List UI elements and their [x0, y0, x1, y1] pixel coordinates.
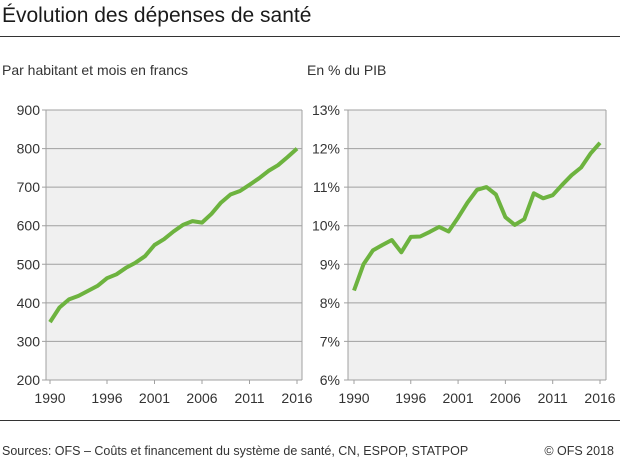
title-divider: [0, 36, 620, 37]
copyright: © OFS 2018: [544, 444, 614, 458]
right-y-tick-label: 13%: [312, 102, 340, 118]
left-plot-area: [46, 110, 302, 380]
right-y-tick-label: 11%: [313, 179, 340, 195]
right-x-tick-label: 1996: [395, 390, 426, 406]
right-y-tick-label: 6%: [320, 372, 340, 388]
right-y-tick-label: 7%: [320, 333, 340, 349]
right-plot-area: [348, 110, 606, 380]
right-y-tick-label: 9%: [320, 256, 340, 272]
left-y-tick-label: 800: [17, 141, 41, 157]
left-x-tick-label: 1996: [91, 390, 122, 406]
left-chart-subtitle: Par habitant et mois en francs: [2, 62, 188, 78]
right-chart-subtitle: En % du PIB: [307, 62, 387, 78]
left-x-tick-label: 2001: [139, 390, 170, 406]
right-x-tick-label: 2011: [538, 390, 568, 406]
right-y-tick-label: 12%: [312, 141, 340, 157]
left-x-tick-label: 1990: [34, 390, 65, 406]
right-x-tick-label: 2016: [584, 390, 615, 406]
left-y-tick-label: 600: [17, 218, 41, 234]
left-y-tick-label: 900: [17, 102, 41, 118]
right-x-tick-label: 2001: [442, 390, 473, 406]
left-x-tick-label: 2006: [186, 390, 217, 406]
source-note: Sources: OFS – Coûts et financement du s…: [2, 444, 469, 458]
chart-title: Évolution des dépenses de santé: [2, 4, 312, 27]
left-y-tick-label: 200: [17, 372, 41, 388]
right-x-tick-label: 2006: [490, 390, 521, 406]
right-y-tick-label: 8%: [320, 295, 340, 311]
footer-divider: [0, 420, 620, 421]
left-y-tick-label: 300: [17, 333, 41, 349]
left-y-tick-label: 400: [17, 295, 41, 311]
right-x-tick-label: 1990: [338, 390, 369, 406]
right-y-tick-label: 10%: [312, 218, 340, 234]
left-y-tick-label: 700: [17, 179, 41, 195]
left-x-tick-label: 2016: [281, 390, 312, 406]
left-x-tick-label: 2011: [234, 390, 264, 406]
left-y-tick-label: 500: [17, 256, 41, 272]
